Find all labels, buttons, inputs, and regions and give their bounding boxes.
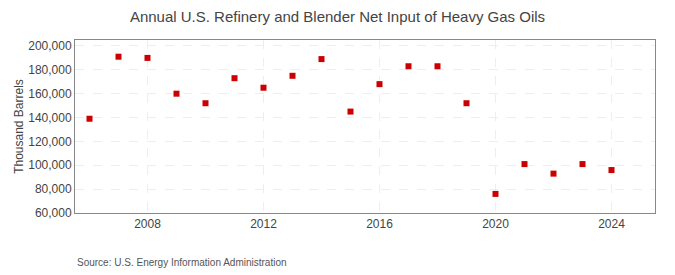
svg-text:2012: 2012 (250, 217, 277, 231)
svg-text:Thousand Barrels: Thousand Barrels (12, 79, 26, 174)
svg-text:200,000: 200,000 (28, 39, 72, 53)
svg-text:2024: 2024 (598, 217, 625, 231)
svg-text:Source: U.S. Energy Informatio: Source: U.S. Energy Information Administ… (77, 257, 287, 268)
svg-text:140,000: 140,000 (28, 111, 72, 125)
svg-text:120,000: 120,000 (28, 135, 72, 149)
svg-text:80,000: 80,000 (35, 182, 72, 196)
svg-text:2016: 2016 (366, 217, 393, 231)
svg-text:2008: 2008 (134, 217, 161, 231)
svg-text:100,000: 100,000 (28, 158, 72, 172)
svg-text:180,000: 180,000 (28, 63, 72, 77)
svg-text:160,000: 160,000 (28, 87, 72, 101)
svg-text:Annual U.S. Refinery and Blend: Annual U.S. Refinery and Blender Net Inp… (130, 8, 545, 25)
svg-text:60,000: 60,000 (35, 206, 72, 220)
svg-text:2020: 2020 (482, 217, 509, 231)
